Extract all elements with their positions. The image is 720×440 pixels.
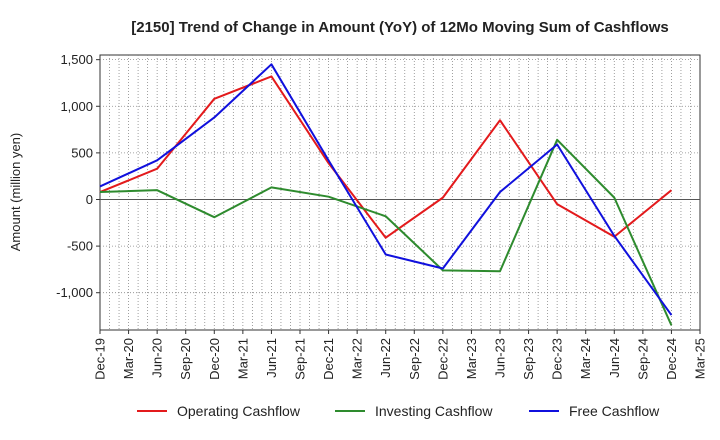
series-line-investing-cashflow (99, 138, 673, 326)
chart-title: [2150] Trend of Change in Amount (YoY) o… (131, 19, 669, 36)
legend-label: Operating Cashflow (177, 403, 301, 419)
x-tick-label: Dec-22 (435, 338, 450, 380)
x-tick-label: Dec-20 (207, 338, 222, 380)
x-tick-label: Dec-19 (93, 338, 108, 380)
y-tick-label: 1,000 (60, 99, 93, 114)
y-tick-label: -500 (67, 239, 93, 254)
x-tick-label: Sep-21 (293, 338, 308, 380)
x-tick-label: Mar-21 (235, 338, 250, 379)
x-tick-label: Jun-20 (150, 338, 165, 378)
x-tick-label: Mar-24 (578, 338, 593, 379)
x-tick-label: Sep-23 (521, 338, 536, 380)
y-axis-label: Amount (million yen) (8, 133, 23, 252)
x-tick-label: Mar-22 (350, 338, 365, 379)
y-tick-label: 500 (71, 145, 93, 160)
y-tick-label: 1,500 (60, 52, 93, 67)
x-tick-label: Dec-24 (664, 338, 679, 380)
x-tick-label: Sep-22 (407, 338, 422, 380)
plot-frame (99, 54, 701, 331)
y-tick-label: -1,000 (56, 285, 93, 300)
plot-area: 1,500 1,000 500 0 -500 -1,000 Dec-19 Mar-20 Jun-… (56, 52, 707, 380)
x-tick-label: Dec-21 (321, 338, 336, 380)
x-tick-label: Dec-23 (550, 338, 565, 380)
legend: Operating Cashflow Investing Cashflow Free… (137, 403, 660, 419)
series-line-free-cashflow (99, 63, 673, 316)
x-tick-label: Jun-23 (493, 338, 508, 378)
x-tick-label: Jun-24 (607, 338, 622, 378)
series-line-operating-cashflow (99, 75, 673, 239)
x-tick-label: Sep-20 (178, 338, 193, 380)
x-tick-label: Mar-23 (464, 338, 479, 379)
x-tick-label: Sep-24 (635, 338, 650, 380)
legend-label: Free Cashflow (569, 403, 660, 419)
x-tick-label: Jun-22 (378, 338, 393, 378)
y-tick-label: 0 (86, 192, 93, 207)
x-tick-label: Jun-21 (264, 338, 279, 378)
x-tick-label: Mar-20 (121, 338, 136, 379)
legend-label: Investing Cashflow (375, 403, 493, 419)
x-tick-label: Mar-25 (693, 338, 708, 379)
